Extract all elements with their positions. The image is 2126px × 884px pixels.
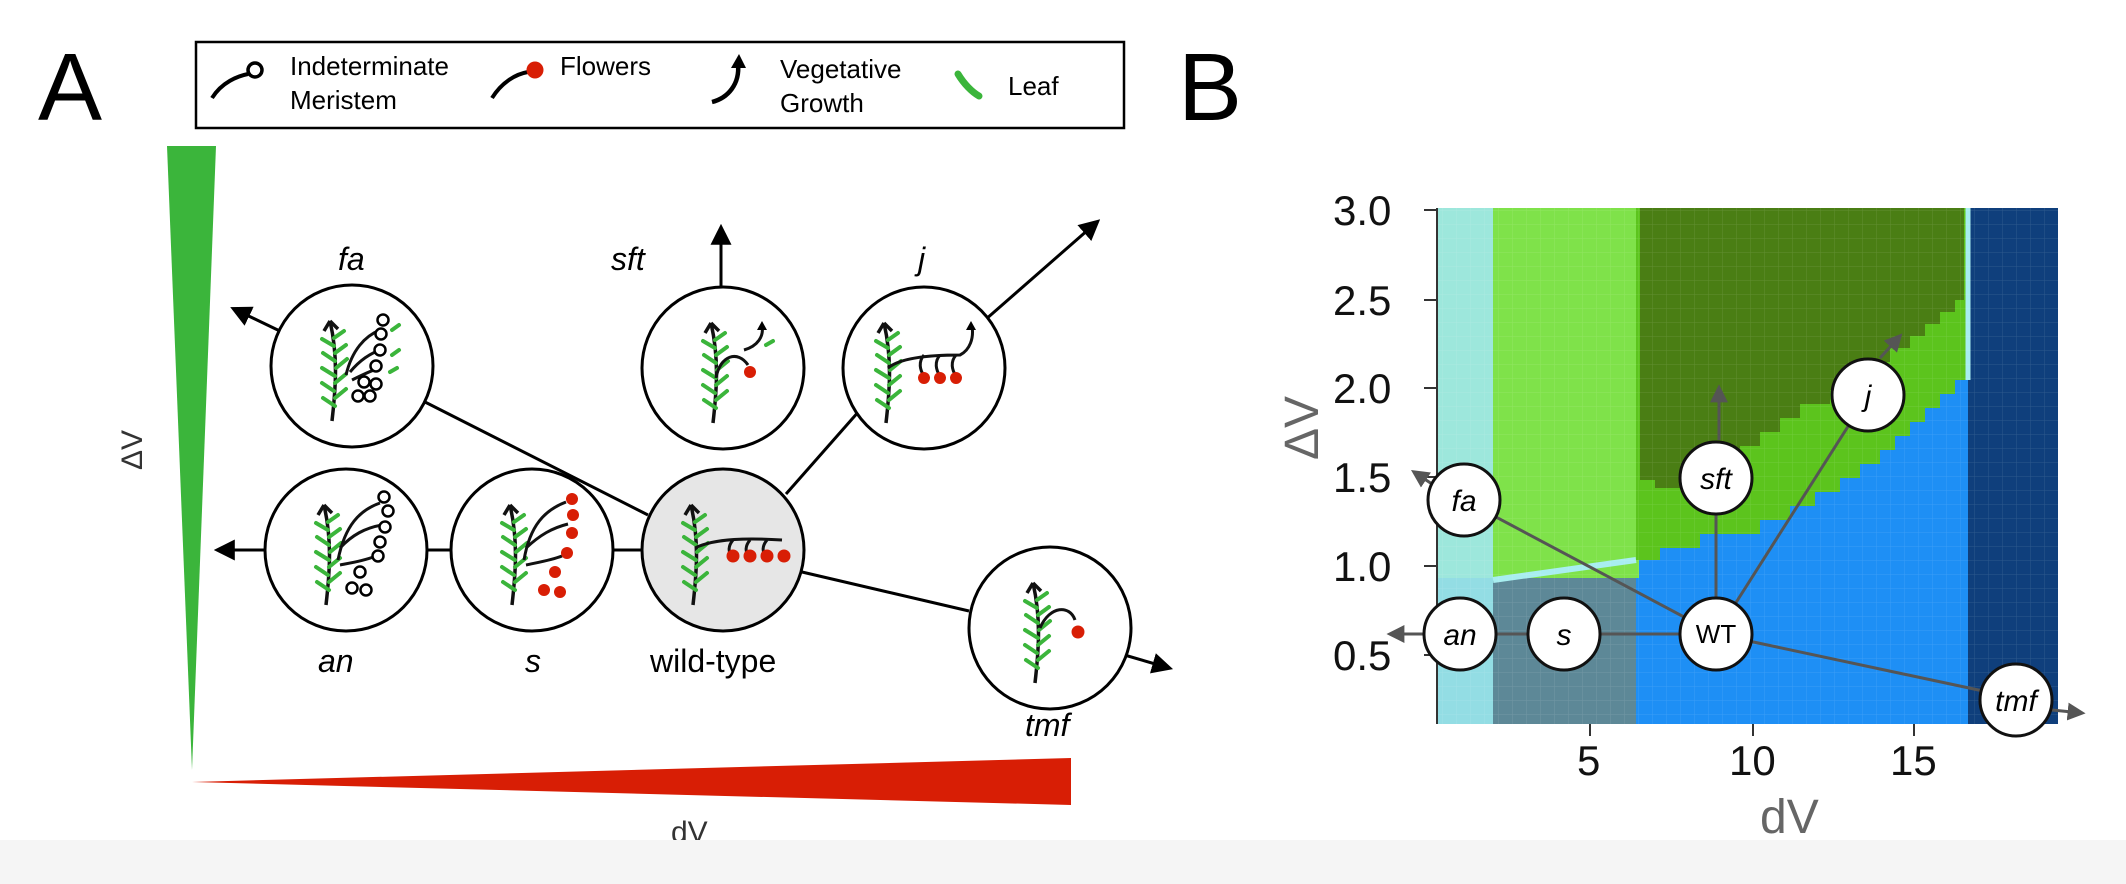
node-fa-label: fa	[1451, 485, 1476, 518]
y-tick-0-5: 0.5	[1333, 632, 1391, 679]
y-tick-1-0: 1.0	[1333, 543, 1391, 590]
node-wt: WT	[1678, 596, 1754, 672]
label-wild-type: wild-type	[649, 643, 776, 679]
panel-b-label: B	[1178, 34, 1242, 141]
panel-a-label: A	[38, 34, 102, 141]
label-tmf: tmf	[1025, 707, 1073, 743]
x-tick-10: 10	[1729, 737, 1776, 784]
legend-item-2-line1: Flowers	[560, 51, 651, 81]
y-tick-1-5: 1.5	[1333, 454, 1391, 501]
phenotype-j	[841, 285, 1007, 451]
phenotype-wild-type	[640, 467, 806, 633]
footer-strip	[0, 840, 2126, 884]
y-tick-marks	[1424, 209, 1437, 656]
panel-b-y-title: ΔV	[1276, 396, 1329, 460]
node-sft: sft	[1678, 440, 1754, 516]
phenotype-s	[449, 467, 615, 633]
label-j: j	[914, 241, 926, 277]
node-an-label: an	[1443, 619, 1476, 652]
phenotype-an	[263, 467, 429, 633]
legend-item-4-line1: Leaf	[1008, 71, 1059, 101]
vegetative-growth-arrow-icon	[711, 54, 746, 105]
node-s-label: s	[1557, 619, 1572, 652]
legend-item-3-line1: Vegetative	[780, 54, 901, 84]
label-fa: fa	[338, 241, 365, 277]
y-tick-2-5: 2.5	[1333, 277, 1391, 324]
node-s: s	[1526, 596, 1602, 672]
phenotype-sft	[640, 285, 806, 451]
trajectory-arrows	[213, 219, 1174, 674]
node-fa: fa	[1426, 462, 1502, 538]
y-tick-2-0: 2.0	[1333, 365, 1391, 412]
delta-v-gradient	[167, 146, 216, 770]
flower-icon	[490, 61, 544, 100]
panel-b-x-title: dV	[1760, 791, 1819, 844]
x-tick-marks	[1589, 724, 1915, 736]
dv-gradient	[192, 758, 1071, 805]
legend-item-1-line1: Indeterminate	[290, 51, 449, 81]
legend-item-3-line2: Growth	[780, 88, 864, 118]
x-tick-5: 5	[1577, 737, 1600, 784]
leaf-icon	[954, 70, 983, 100]
node-tmf: tmf	[1978, 662, 2054, 738]
label-s: s	[525, 643, 541, 679]
x-tick-15: 15	[1890, 737, 1937, 784]
indeterminate-meristem-icon	[210, 61, 264, 100]
node-sft-label: sft	[1700, 463, 1733, 496]
node-tmf-label: tmf	[1995, 685, 2039, 718]
legend: Indeterminate Meristem Flowers Vegetativ…	[194, 40, 1126, 130]
node-wt-label: WT	[1696, 619, 1737, 649]
panel-a-y-axis-label: ΔV	[116, 430, 149, 470]
label-sft: sft	[611, 241, 646, 277]
phenotype-tmf	[967, 545, 1133, 711]
node-j: j	[1830, 357, 1906, 433]
label-an: an	[318, 643, 354, 679]
legend-item-1-line2: Meristem	[290, 85, 397, 115]
phenotype-fa	[269, 283, 435, 449]
node-an: an	[1422, 596, 1498, 672]
y-tick-3-0: 3.0	[1333, 187, 1391, 234]
